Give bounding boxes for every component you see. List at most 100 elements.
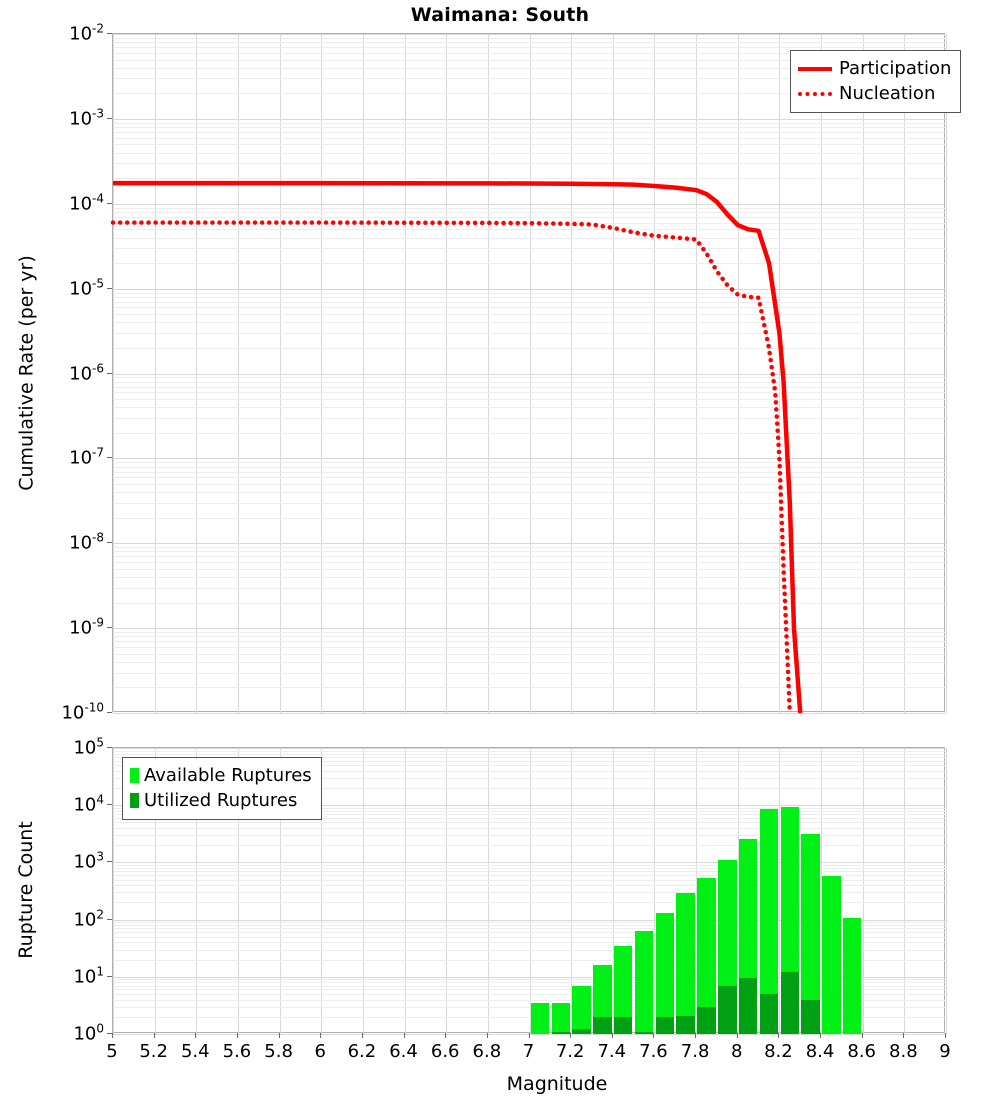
gridline-horizontal-minor xyxy=(113,551,946,553)
gridline-horizontal-major xyxy=(113,288,946,290)
gridline-horizontal-minor xyxy=(113,386,946,388)
top-gridlines xyxy=(113,34,947,714)
y-tick-mark xyxy=(107,975,112,977)
legend-item-available-ruptures[interactable]: Available Ruptures xyxy=(130,763,312,788)
y-tick-label: 10-7 xyxy=(69,445,104,469)
x-tick-mark xyxy=(653,1033,655,1038)
gridline-horizontal-minor xyxy=(113,263,946,265)
gridline-horizontal-minor xyxy=(113,492,946,494)
gridline-horizontal-minor xyxy=(113,942,946,944)
y-tick-label: 10-3 xyxy=(69,106,104,130)
x-tick-label: 9 xyxy=(939,1041,951,1062)
gridline-horizontal-minor xyxy=(113,865,946,867)
gridline-horizontal-major xyxy=(113,34,946,35)
gridline-horizontal-minor xyxy=(113,407,946,409)
x-tick-mark xyxy=(903,1033,905,1038)
histogram-bar xyxy=(822,875,841,1034)
gridline-horizontal-minor xyxy=(113,922,946,924)
y-tick-label: 103 xyxy=(73,849,104,873)
gridline-horizontal-minor xyxy=(113,577,946,579)
available-ruptures-bar xyxy=(676,893,695,1034)
utilized-ruptures-bar xyxy=(655,1016,675,1034)
gridline-horizontal-minor xyxy=(113,760,946,762)
gridline-horizontal-minor xyxy=(113,646,946,648)
y-tick-mark xyxy=(107,117,112,119)
y-tick-label: 104 xyxy=(73,792,104,816)
x-tick-label: 7 xyxy=(522,1041,535,1062)
y-tick-label: 10-2 xyxy=(69,21,104,45)
gridline-horizontal-major xyxy=(113,748,946,749)
gridline-horizontal-minor xyxy=(113,835,946,837)
legend-label-participation: Participation xyxy=(839,58,952,79)
available-ruptures-bar xyxy=(572,985,591,1034)
available-ruptures-swatch-icon xyxy=(130,768,139,783)
histogram-bar xyxy=(551,1002,570,1034)
gridline-horizontal-minor xyxy=(113,137,946,139)
gridline-horizontal-minor xyxy=(113,52,946,54)
gridline-horizontal-minor xyxy=(113,222,946,224)
gridline-horizontal-minor xyxy=(113,756,946,758)
rate-curves xyxy=(110,180,803,716)
gridline-horizontal-minor xyxy=(113,932,946,934)
x-tick-mark xyxy=(570,1033,572,1038)
gridline-horizontal-minor xyxy=(113,333,946,334)
histogram-bar xyxy=(572,985,591,1034)
y-tick-label: 10-8 xyxy=(69,530,104,554)
available-ruptures-bar xyxy=(530,1002,550,1034)
gridline-horizontal-minor xyxy=(113,765,946,767)
available-ruptures-bar xyxy=(697,877,716,1034)
gridline-horizontal-minor xyxy=(113,502,946,504)
x-tick-label: 5 xyxy=(106,1041,118,1062)
gridline-horizontal-minor xyxy=(113,989,946,991)
gridline-horizontal-minor xyxy=(113,314,946,316)
bottom-legend: Available Ruptures Utilized Ruptures xyxy=(122,757,322,820)
gridline-vertical xyxy=(821,748,823,1034)
x-tick-label: 6 xyxy=(314,1041,326,1062)
legend-item-utilized-ruptures[interactable]: Utilized Ruptures xyxy=(130,788,312,813)
nucleation-line-icon xyxy=(798,91,832,96)
legend-item-participation[interactable]: Participation xyxy=(798,56,951,81)
gridline-horizontal-major xyxy=(113,203,946,205)
gridline-horizontal-minor xyxy=(113,301,946,303)
cumulative-rate-plot xyxy=(110,33,947,716)
gridline-vertical xyxy=(237,748,239,1034)
gridline-horizontal-minor xyxy=(113,399,946,401)
gridline-vertical xyxy=(862,748,864,1034)
utilized-ruptures-bar xyxy=(593,1016,612,1034)
x-tick-mark xyxy=(445,1033,447,1038)
utilized-ruptures-bar xyxy=(718,985,737,1034)
gridline-horizontal-major xyxy=(113,1034,946,1035)
y-tick-mark xyxy=(107,33,112,34)
available-ruptures-bar xyxy=(614,945,633,1034)
gridline-horizontal-minor xyxy=(113,1016,946,1018)
gridline-horizontal-minor xyxy=(113,144,946,146)
gridline-horizontal-minor xyxy=(113,229,946,231)
x-tick-label: 8.4 xyxy=(805,1041,835,1062)
gridline-horizontal-major xyxy=(113,862,946,864)
gridline-horizontal-minor xyxy=(113,42,946,44)
gridline-vertical xyxy=(571,748,573,1034)
gridline-horizontal-minor xyxy=(113,381,946,383)
x-tick-mark xyxy=(611,1033,613,1038)
gridline-vertical xyxy=(529,748,531,1034)
legend-item-nucleation[interactable]: Nucleation xyxy=(798,81,951,106)
x-tick-mark xyxy=(861,1033,863,1038)
gridline-horizontal-minor xyxy=(113,949,946,951)
x-axis-label: Magnitude xyxy=(506,1073,608,1095)
gridline-horizontal-minor xyxy=(113,466,946,468)
x-tick-mark xyxy=(820,1033,822,1038)
rupture-count-plot xyxy=(112,747,947,1035)
gridline-vertical xyxy=(737,748,739,1034)
y-tick-label: 101 xyxy=(73,964,104,988)
x-tick-label: 8.8 xyxy=(889,1041,918,1062)
gridline-horizontal-minor xyxy=(113,750,946,752)
y-tick-label: 10-5 xyxy=(69,276,104,300)
gridline-horizontal-minor xyxy=(113,237,946,239)
gridline-horizontal-minor xyxy=(113,810,946,812)
gridline-horizontal-minor xyxy=(113,163,946,165)
x-tick-label: 7.2 xyxy=(555,1041,585,1062)
y-tick-mark xyxy=(107,804,112,806)
histogram-bar xyxy=(780,807,800,1034)
y-tick-label: 102 xyxy=(73,907,104,931)
histogram-bar xyxy=(843,918,862,1034)
